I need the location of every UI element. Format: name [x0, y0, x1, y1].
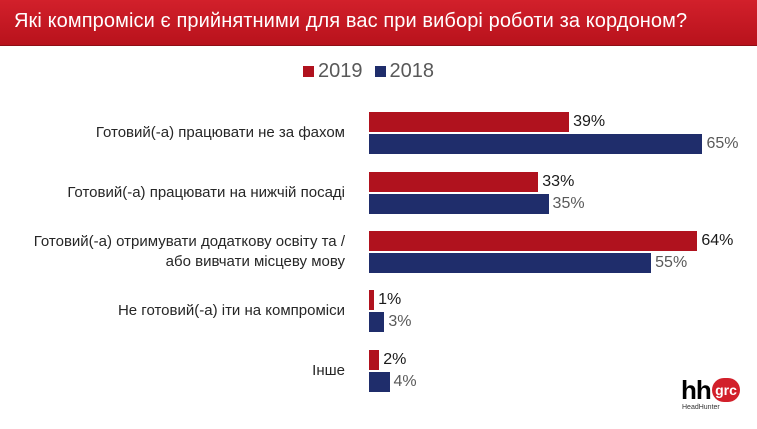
hh-grc-logo: hh grc HeadHunter: [681, 376, 751, 416]
value-label-2018-3: 55%: [655, 254, 688, 271]
logo-subtitle: HeadHunter: [682, 404, 720, 411]
value-label-2019-3: 64%: [701, 232, 734, 249]
bar-2019-4: [369, 290, 375, 310]
bar-2018-4: [369, 312, 385, 332]
chart-legend: 2019 2018: [303, 60, 440, 82]
legend-item-2018: 2018: [374, 59, 435, 83]
value-label-2019-1: 39%: [573, 113, 606, 130]
category-label-5: Інше: [0, 361, 345, 381]
bar-2018-3: [369, 253, 652, 273]
legend-swatch-2018: [374, 65, 386, 77]
category-label-1: Готовий(-а) працювати не за фахом: [0, 123, 345, 143]
page-title: Які компроміси є прийнятними для вас при…: [14, 10, 688, 32]
category-label-line: Готовий(-а) отримувати додаткову освіту …: [33, 233, 345, 250]
value-label-2019-2: 33%: [542, 173, 575, 190]
legend-label-2018: 2018: [389, 59, 435, 82]
category-label-line: Готовий(-а) працювати не за фахом: [95, 124, 345, 141]
legend-item-2019: 2019: [303, 60, 363, 83]
category-label-line: Не готовий(-а) іти на компроміси: [117, 302, 345, 319]
category-label-3: Готовий(-а) отримувати додаткову освіту …: [0, 232, 345, 272]
value-label-2018-5: 4%: [393, 373, 417, 390]
value-label-2019-5: 2%: [383, 351, 407, 368]
title-bar: Які компроміси є прийнятними для вас при…: [0, 0, 757, 46]
bar-2018-1: [369, 134, 703, 154]
bar-2019-3: [369, 231, 698, 251]
legend-label-2019: 2019: [318, 59, 363, 82]
bar-2019-5: [369, 350, 380, 370]
value-label-2018-2: 35%: [552, 195, 585, 212]
legend-swatch-2019: [303, 65, 314, 77]
bar-2019-1: [369, 112, 570, 132]
category-label-line: Готовий(-а) працювати на нижчій посаді: [67, 184, 345, 201]
bar-2019-2: [369, 172, 539, 192]
bar-2018-2: [369, 194, 549, 214]
logo-mark: hh: [681, 375, 712, 405]
category-label-4: Не готовий(-а) іти на компроміси: [0, 301, 345, 321]
value-label-2018-4: 3%: [388, 313, 412, 330]
bar-2018-5: [369, 372, 390, 392]
category-label-2: Готовий(-а) працювати на нижчій посаді: [0, 183, 345, 203]
value-label-2019-4: 1%: [378, 291, 402, 308]
logo-badge: grc: [712, 378, 740, 402]
category-label-line: Інше: [312, 362, 345, 379]
category-label-line: або вивчати місцеву мову: [165, 253, 345, 270]
value-label-2018-1: 65%: [706, 135, 739, 152]
